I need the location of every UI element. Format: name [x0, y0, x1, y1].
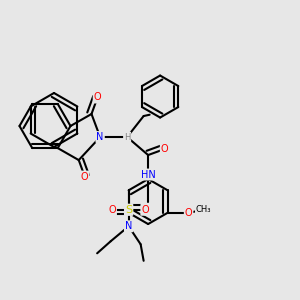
Text: N: N: [96, 132, 104, 142]
Text: CH₃: CH₃: [196, 205, 212, 214]
Text: O: O: [108, 205, 116, 215]
Text: HN: HN: [141, 169, 155, 179]
Text: O: O: [185, 208, 192, 218]
Text: N: N: [125, 221, 132, 231]
Text: O: O: [141, 205, 149, 215]
Text: S: S: [125, 205, 132, 215]
Text: H: H: [124, 133, 130, 142]
Text: O: O: [94, 92, 101, 103]
Text: O: O: [161, 144, 168, 154]
Text: O: O: [81, 172, 88, 182]
